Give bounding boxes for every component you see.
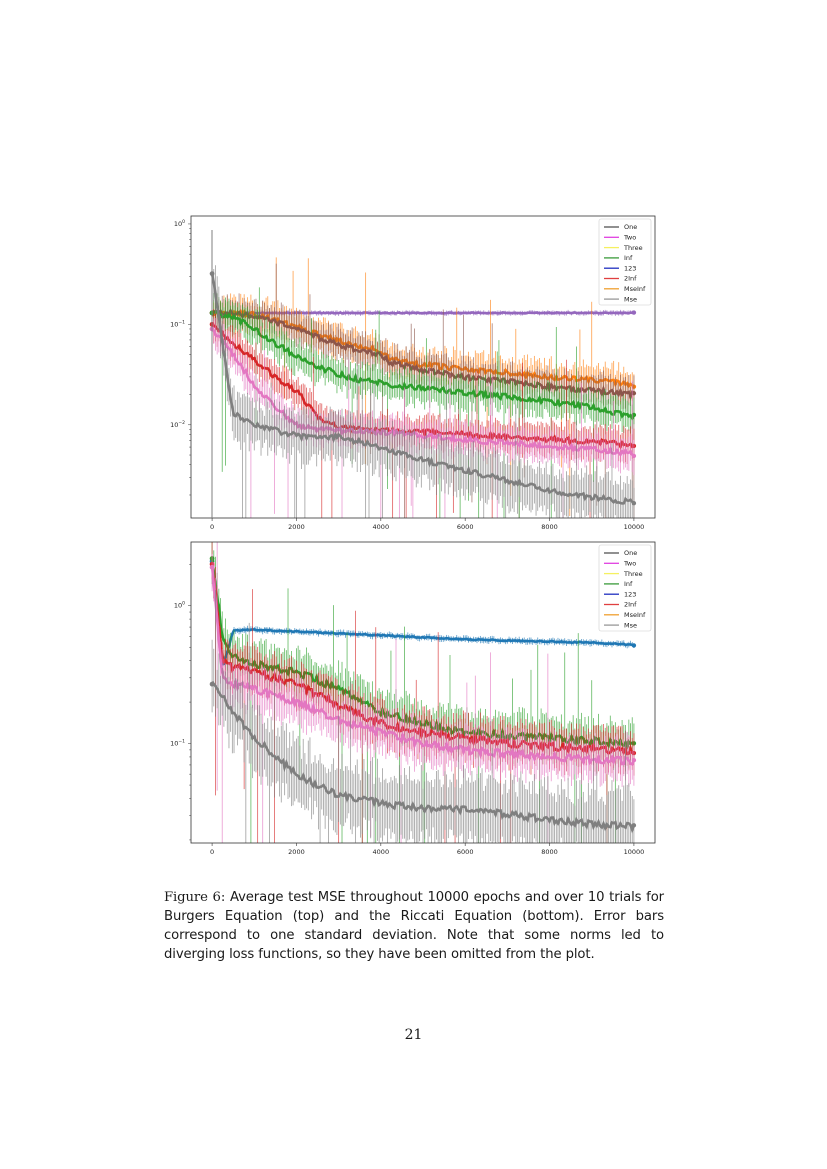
x-tick-label: 2000 [288, 848, 305, 856]
x-tick-label: 4000 [373, 523, 390, 531]
chart-burgers: 0 2000 4000 6000 8000 10000 100 10−1 10−2 One Two T… [170, 215, 656, 531]
series-gray [209, 590, 637, 843]
x-tick-label: 8000 [541, 848, 558, 856]
legend-item: Inf [604, 254, 633, 262]
legend-item: Two [604, 234, 636, 242]
legend-item: Three [604, 244, 643, 252]
plot-area [209, 542, 637, 843]
x-tick-label: 0 [210, 848, 214, 856]
y-axis: 100 10−1 [170, 563, 191, 841]
svg-text:One: One [624, 549, 637, 557]
series-blue [209, 557, 637, 668]
svg-text:Two: Two [623, 560, 636, 568]
legend-item: Three [604, 570, 643, 578]
x-tick-label: 6000 [457, 523, 474, 531]
legend-item: Mse [604, 621, 637, 629]
series-green [209, 287, 637, 518]
svg-text:MseInf: MseInf [624, 285, 646, 293]
svg-text:MseInf: MseInf [624, 611, 646, 619]
x-tick-label: 10000 [624, 523, 645, 531]
legend-item: Two [604, 560, 636, 568]
y-tick-label: 100 [174, 219, 185, 228]
caption-text: Average test MSE throughout 10000 epochs… [164, 890, 664, 962]
svg-text:2Inf: 2Inf [624, 275, 637, 283]
axes-frame [190, 215, 656, 519]
legend-item: 2Inf [604, 275, 637, 283]
svg-text:Inf: Inf [624, 254, 633, 262]
svg-text:One: One [624, 223, 637, 231]
series-gray [209, 259, 637, 518]
x-tick-label: 0 [210, 523, 214, 531]
x-tick-label: 10000 [624, 848, 645, 856]
figure-caption: Figure 6: Average test MSE throughout 10… [164, 888, 664, 964]
page-number: 21 [404, 1027, 423, 1043]
x-tick-label: 2000 [288, 523, 305, 531]
x-tick-label: 4000 [373, 848, 390, 856]
svg-text:Three: Three [623, 570, 643, 578]
legend-item: 2Inf [604, 601, 637, 609]
y-tick-label: 10−1 [170, 739, 185, 748]
x-axis: 0 2000 4000 6000 8000 10000 [210, 518, 644, 531]
legend-item: 123 [604, 264, 636, 272]
plot-area [209, 257, 637, 518]
svg-text:2Inf: 2Inf [624, 601, 637, 609]
axes-frame [190, 541, 656, 844]
svg-text:Mse: Mse [624, 295, 637, 303]
series-purple [209, 309, 637, 317]
legend-item: MseInf [604, 611, 646, 619]
chart-riccati: 0 2000 4000 6000 8000 10000 100 10−1 One Two Three… [170, 541, 656, 856]
legend-item: Mse [604, 295, 637, 303]
y-tick-label: 10−2 [170, 420, 185, 429]
y-axis: 100 10−1 10−2 [170, 219, 191, 496]
legend-item: One [604, 223, 637, 231]
figure-label: Figure 6: [164, 890, 226, 905]
x-tick-label: 8000 [541, 523, 558, 531]
series-pink [209, 542, 637, 843]
legend: One Two Three Inf 123 2Inf MseInf Mse [598, 544, 652, 632]
svg-text:Three: Three [623, 244, 643, 252]
legend-item: MseInf [604, 285, 646, 293]
y-tick-label: 10−1 [170, 319, 185, 328]
x-tick-label: 6000 [457, 848, 474, 856]
svg-text:123: 123 [624, 264, 636, 272]
svg-text:123: 123 [624, 590, 636, 598]
svg-text:Two: Two [623, 234, 636, 242]
legend-item: 123 [604, 590, 636, 598]
svg-text:Mse: Mse [624, 621, 637, 629]
legend-item: Inf [604, 580, 633, 588]
x-axis: 0 2000 4000 6000 8000 10000 [210, 843, 644, 856]
legend: One Two Three Inf 123 2Inf MseInf Mse [598, 218, 652, 306]
y-tick-label: 100 [174, 601, 185, 610]
legend-item: One [604, 549, 637, 557]
svg-text:Inf: Inf [624, 580, 633, 588]
